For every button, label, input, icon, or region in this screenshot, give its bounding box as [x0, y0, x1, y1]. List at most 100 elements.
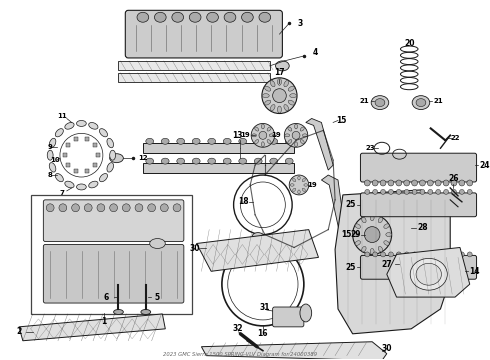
- Ellipse shape: [419, 180, 425, 186]
- Ellipse shape: [161, 158, 169, 164]
- Ellipse shape: [49, 163, 56, 172]
- Ellipse shape: [300, 127, 304, 131]
- Ellipse shape: [150, 239, 165, 248]
- Ellipse shape: [302, 188, 305, 192]
- Ellipse shape: [365, 189, 370, 194]
- Ellipse shape: [55, 174, 63, 182]
- Text: 32: 32: [232, 324, 243, 333]
- Ellipse shape: [435, 180, 441, 186]
- Ellipse shape: [254, 158, 262, 164]
- Ellipse shape: [412, 96, 430, 109]
- Text: 18: 18: [238, 197, 249, 206]
- Ellipse shape: [224, 12, 236, 22]
- Ellipse shape: [110, 150, 116, 160]
- Circle shape: [292, 131, 300, 139]
- Ellipse shape: [436, 189, 441, 194]
- Polygon shape: [196, 230, 318, 271]
- Ellipse shape: [375, 99, 385, 107]
- Polygon shape: [119, 73, 270, 82]
- Ellipse shape: [262, 124, 264, 129]
- Ellipse shape: [362, 217, 366, 223]
- Ellipse shape: [353, 233, 359, 237]
- Ellipse shape: [290, 184, 294, 186]
- Ellipse shape: [467, 252, 472, 257]
- Ellipse shape: [298, 176, 300, 180]
- Ellipse shape: [72, 204, 79, 212]
- Ellipse shape: [384, 224, 389, 228]
- Ellipse shape: [262, 94, 269, 98]
- Text: 1: 1: [101, 318, 106, 327]
- Ellipse shape: [49, 138, 56, 148]
- Ellipse shape: [451, 189, 456, 194]
- Ellipse shape: [99, 129, 107, 137]
- Ellipse shape: [285, 134, 290, 137]
- Text: 19: 19: [307, 182, 317, 188]
- Circle shape: [289, 175, 309, 195]
- Ellipse shape: [380, 180, 386, 186]
- Ellipse shape: [420, 252, 425, 257]
- Ellipse shape: [47, 150, 53, 160]
- Ellipse shape: [285, 158, 293, 164]
- Ellipse shape: [298, 190, 300, 194]
- Ellipse shape: [84, 204, 92, 212]
- Ellipse shape: [294, 142, 297, 147]
- Text: 21: 21: [360, 98, 369, 104]
- Ellipse shape: [412, 189, 417, 194]
- Text: 22: 22: [450, 135, 460, 141]
- Text: 21: 21: [434, 98, 443, 104]
- Ellipse shape: [223, 138, 231, 144]
- Ellipse shape: [284, 104, 289, 111]
- Ellipse shape: [396, 252, 401, 257]
- Ellipse shape: [378, 217, 383, 223]
- Ellipse shape: [46, 204, 54, 212]
- Ellipse shape: [373, 252, 378, 257]
- Ellipse shape: [443, 252, 448, 257]
- Ellipse shape: [288, 100, 294, 105]
- Ellipse shape: [381, 252, 386, 257]
- Ellipse shape: [252, 233, 264, 240]
- Polygon shape: [335, 190, 450, 334]
- Ellipse shape: [65, 122, 74, 129]
- Ellipse shape: [208, 158, 216, 164]
- Polygon shape: [19, 314, 165, 341]
- FancyBboxPatch shape: [43, 244, 184, 303]
- Ellipse shape: [161, 138, 169, 144]
- Polygon shape: [143, 163, 294, 173]
- Ellipse shape: [371, 96, 389, 109]
- Ellipse shape: [189, 12, 201, 22]
- Ellipse shape: [460, 189, 465, 194]
- Ellipse shape: [302, 134, 307, 137]
- Ellipse shape: [135, 204, 143, 212]
- Ellipse shape: [99, 174, 107, 182]
- Text: 30: 30: [189, 244, 200, 253]
- Text: 4: 4: [313, 49, 318, 58]
- Ellipse shape: [270, 104, 275, 111]
- Text: 11: 11: [57, 113, 67, 118]
- Ellipse shape: [207, 12, 219, 22]
- Ellipse shape: [412, 252, 417, 257]
- Ellipse shape: [265, 100, 271, 105]
- Ellipse shape: [148, 204, 155, 212]
- Text: 25: 25: [345, 263, 356, 272]
- Ellipse shape: [304, 184, 308, 186]
- Circle shape: [284, 123, 308, 147]
- Ellipse shape: [265, 86, 271, 91]
- Ellipse shape: [372, 180, 378, 186]
- Polygon shape: [119, 61, 270, 70]
- Ellipse shape: [389, 252, 393, 257]
- Ellipse shape: [412, 180, 417, 186]
- Ellipse shape: [396, 189, 401, 194]
- Ellipse shape: [370, 215, 374, 221]
- Ellipse shape: [373, 189, 378, 194]
- Text: 7: 7: [59, 190, 64, 196]
- Ellipse shape: [192, 138, 200, 144]
- Ellipse shape: [270, 138, 278, 144]
- Ellipse shape: [114, 310, 123, 314]
- Text: 15: 15: [336, 116, 346, 125]
- Text: 6: 6: [103, 293, 108, 302]
- Polygon shape: [306, 118, 333, 170]
- Ellipse shape: [394, 255, 418, 274]
- Text: 29: 29: [350, 230, 361, 239]
- Ellipse shape: [443, 189, 448, 194]
- Ellipse shape: [285, 138, 293, 144]
